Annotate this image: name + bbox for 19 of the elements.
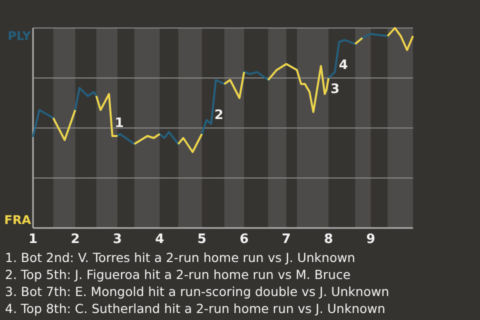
x-tick-label: 5 xyxy=(197,232,206,247)
x-tick-label: 2 xyxy=(70,232,80,247)
x-tick-label: 6 xyxy=(240,232,249,247)
annotation: 3 xyxy=(330,82,340,97)
x-tick-label: 1 xyxy=(28,232,38,247)
text: 3. Bot 7th: E. Mongold hit a run-scoring double vs J. Unknown xyxy=(5,284,390,299)
text: FRA xyxy=(4,213,32,227)
x-tick-label: 8 xyxy=(324,232,334,247)
text: PLY xyxy=(8,29,32,43)
text: 4. Top 8th: C. Sutherland hit a 2-run home run vs J. Unknown xyxy=(5,301,386,316)
text: 2. Top 5th: J. Figueroa hit a 2-run home run vs M. Bruce xyxy=(5,267,351,282)
x-tick-label: 9 xyxy=(366,232,376,247)
x-tick-label: 3 xyxy=(112,232,122,247)
text: 1. Bot 2nd: V. Torres hit a 2-run home run vs J. Unknown xyxy=(5,250,356,265)
annotation: 4 xyxy=(338,58,348,73)
annotation: 1 xyxy=(114,116,124,131)
annotation: 2 xyxy=(214,108,224,123)
x-tick-label: 4 xyxy=(155,232,164,247)
x-tick-label: 7 xyxy=(282,232,291,247)
